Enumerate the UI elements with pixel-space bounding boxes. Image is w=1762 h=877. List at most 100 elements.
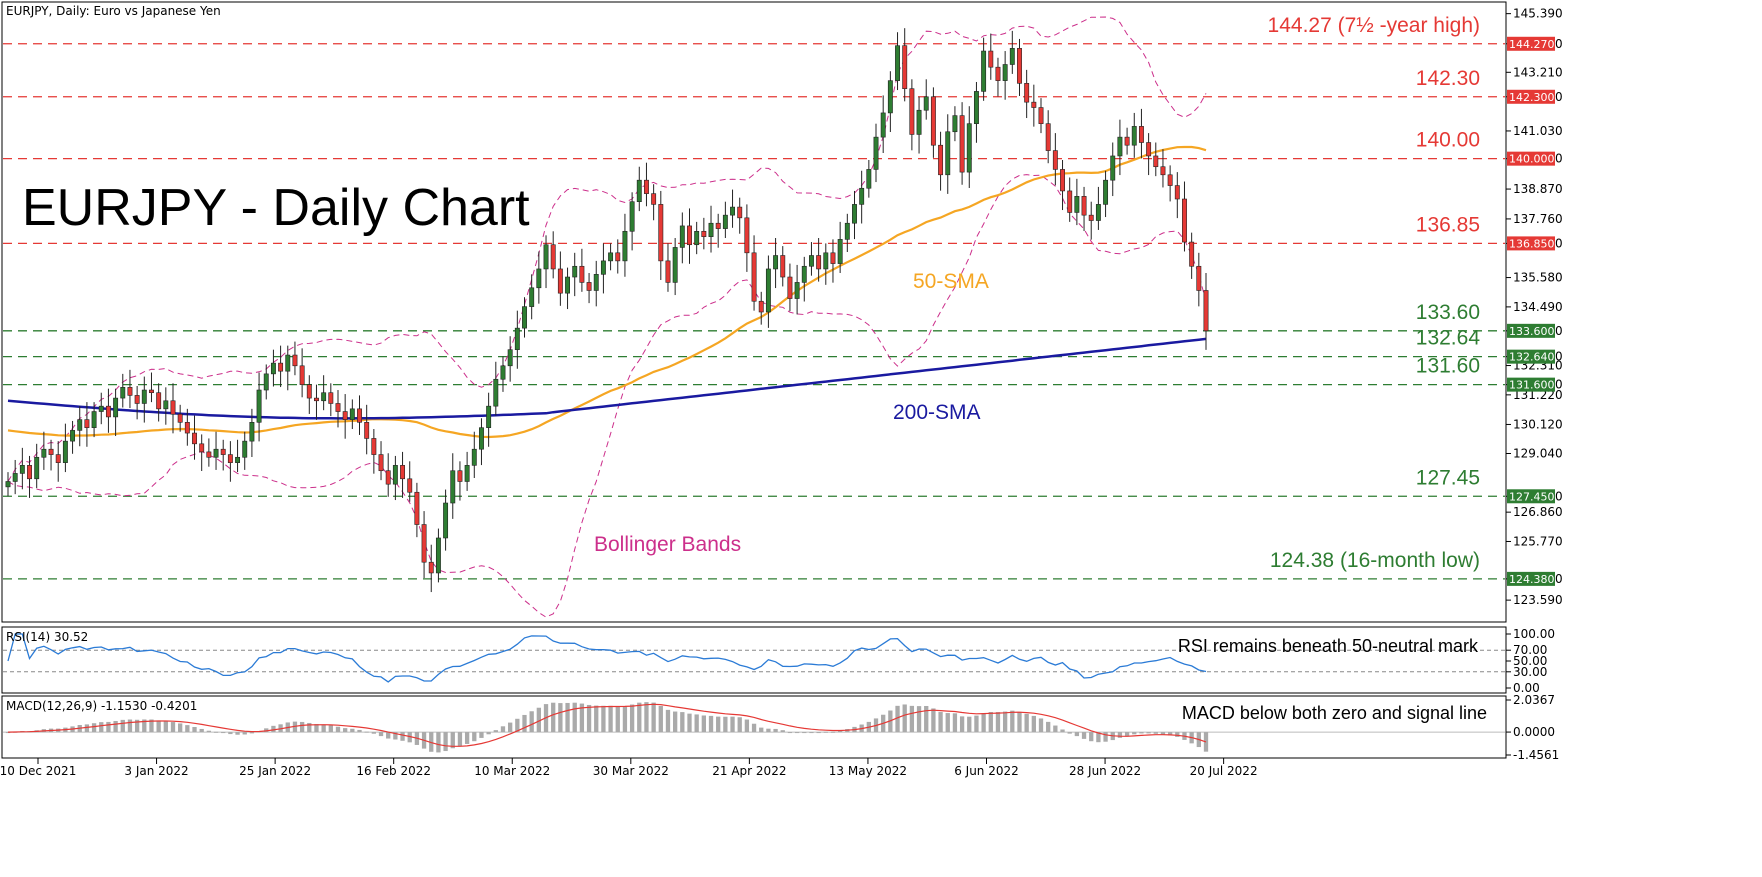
candle-body-108 [780, 255, 786, 278]
candle-body-99 [715, 222, 721, 229]
bollinger-annotation: Bollinger Bands [594, 533, 741, 556]
macd-bar-145 [1046, 721, 1051, 733]
candle-125 [902, 28, 908, 102]
candle-body-162 [1167, 174, 1173, 186]
macd-bar-44 [321, 724, 326, 733]
candle-102 [737, 197, 743, 234]
candle-138 [995, 57, 1001, 97]
candle-22 [163, 387, 169, 425]
macd-bar-84 [608, 705, 613, 733]
candle-body-131 [945, 131, 951, 176]
candle-body-69 [500, 365, 506, 380]
candle-body-86 [622, 230, 628, 262]
candle-128 [923, 79, 929, 120]
macd-bar-112 [809, 732, 814, 734]
candle-123 [887, 71, 893, 133]
candle-body-24 [177, 413, 183, 423]
macd-bar-42 [307, 722, 312, 733]
level-tag-text-7: 127.450 [1509, 490, 1555, 503]
candle-body-43 [314, 397, 319, 402]
macd-bar-67 [486, 732, 491, 735]
candle-37 [270, 349, 276, 387]
candle-44 [321, 375, 327, 411]
macd-bar-113 [816, 732, 821, 734]
candle-body-31 [227, 454, 233, 463]
macd-tick-label-0: 2.0367 [1513, 693, 1555, 707]
candle-151 [1088, 201, 1094, 240]
price-tick-label-9: 135.580 [1513, 271, 1563, 285]
date-label-6: 21 Apr 2022 [712, 764, 786, 778]
macd-bar-146 [1053, 725, 1058, 733]
macd-bar-79 [572, 702, 577, 733]
macd-bar-68 [493, 730, 498, 733]
candle-body-128 [923, 96, 929, 111]
macd-bar-59 [429, 732, 434, 752]
levels-layer [3, 43, 1505, 580]
macd-bar-97 [701, 715, 706, 733]
candle-body-156 [1124, 136, 1130, 146]
macd-bar-49 [357, 729, 362, 733]
candle-body-6 [48, 448, 54, 455]
candle-118 [852, 190, 857, 240]
candle-body-91 [658, 204, 664, 262]
candle-115 [830, 239, 836, 283]
macd-bar-115 [830, 731, 836, 733]
macd-bar-95 [687, 713, 692, 733]
macd-bar-128 [924, 705, 929, 733]
macd-bar-27 [199, 728, 204, 733]
candle-body-109 [787, 276, 793, 299]
candle-80 [579, 248, 585, 292]
candle-81 [586, 272, 592, 304]
macd-bar-93 [672, 711, 678, 733]
level-tag-0: 144.270 [1507, 36, 1555, 51]
macd-bar-85 [615, 706, 620, 733]
candle-68 [493, 361, 499, 416]
date-label-0: 10 Dec 2021 [0, 764, 76, 778]
candle-body-21 [156, 392, 162, 410]
rsi-tick-label-4: 0.00 [1513, 681, 1540, 695]
price-tick-label-4: 141.030 [1513, 124, 1563, 138]
candle-9 [70, 420, 76, 454]
macd-bar-32 [235, 732, 240, 735]
candle-body-110 [794, 282, 800, 299]
candle-13 [98, 392, 104, 425]
candle-84 [608, 243, 614, 271]
candle-body-51 [371, 438, 377, 455]
macd-bar-13 [99, 722, 104, 733]
candle-body-44 [321, 392, 327, 402]
level-tag-box-5 [1507, 349, 1555, 364]
candle-body-53 [385, 470, 391, 485]
macd-bar-135 [974, 715, 979, 733]
macd-bar-43 [314, 723, 319, 733]
date-axis: 10 Dec 2021 3 Jan 2022 25 Jan 2022 16 Feb 2… [0, 758, 1258, 778]
sma50-line [7, 145, 1207, 439]
candle-body-167 [1203, 290, 1209, 332]
candle-body-89 [644, 179, 649, 194]
candle-24 [177, 404, 183, 432]
macd-bar-156 [1124, 732, 1130, 737]
symbol-label: EURJPY, Daily: Euro vs Japanese Yen [6, 4, 221, 18]
candle-71 [514, 310, 520, 369]
candle-body-125 [902, 45, 908, 90]
candle-61 [443, 489, 449, 551]
candle-130 [938, 131, 944, 191]
candle-body-96 [694, 230, 700, 246]
macd-note: MACD below both zero and signal line [1182, 703, 1487, 723]
candle-body-120 [866, 169, 872, 189]
macd-bar-60 [436, 732, 441, 753]
candle-86 [622, 213, 628, 277]
level-tag-box-2 [1507, 151, 1555, 166]
macd-bar-99 [716, 716, 721, 733]
level-tag-box-7 [1507, 489, 1555, 504]
macd-bar-106 [766, 728, 771, 733]
candle-73 [529, 274, 535, 320]
candle-122 [880, 95, 886, 154]
candle-96 [694, 221, 700, 255]
candle-88 [636, 166, 642, 212]
candle-89 [644, 162, 649, 207]
candle-body-5 [41, 448, 47, 458]
level-tag-box-1 [1507, 89, 1555, 104]
candle-111 [801, 256, 807, 302]
candle-body-122 [880, 112, 886, 138]
